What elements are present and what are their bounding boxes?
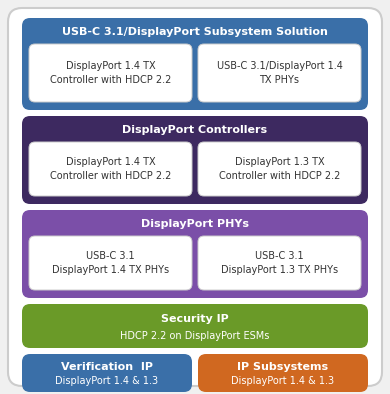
FancyBboxPatch shape: [29, 44, 192, 102]
Text: HDCP 2.2 on DisplayPort ESMs: HDCP 2.2 on DisplayPort ESMs: [120, 331, 270, 341]
Text: Security IP: Security IP: [161, 314, 229, 324]
FancyBboxPatch shape: [198, 142, 361, 196]
Text: DisplayPort 1.3 TX
Controller with HDCP 2.2: DisplayPort 1.3 TX Controller with HDCP …: [219, 157, 340, 181]
FancyBboxPatch shape: [22, 18, 368, 110]
FancyBboxPatch shape: [198, 236, 361, 290]
Text: Verification  IP: Verification IP: [61, 362, 153, 372]
FancyBboxPatch shape: [8, 8, 382, 386]
Text: IP Subsystems: IP Subsystems: [238, 362, 328, 372]
FancyBboxPatch shape: [22, 210, 368, 298]
FancyBboxPatch shape: [29, 236, 192, 290]
FancyBboxPatch shape: [22, 304, 368, 348]
FancyBboxPatch shape: [22, 116, 368, 204]
Text: DisplayPort 1.4 & 1.3: DisplayPort 1.4 & 1.3: [231, 376, 335, 387]
FancyBboxPatch shape: [198, 44, 361, 102]
Text: DisplayPort Controllers: DisplayPort Controllers: [122, 125, 268, 135]
FancyBboxPatch shape: [29, 142, 192, 196]
Text: USB-C 3.1
DisplayPort 1.4 TX PHYs: USB-C 3.1 DisplayPort 1.4 TX PHYs: [52, 251, 169, 275]
FancyBboxPatch shape: [22, 354, 192, 392]
Text: USB-C 3.1/DisplayPort Subsystem Solution: USB-C 3.1/DisplayPort Subsystem Solution: [62, 27, 328, 37]
Text: DisplayPort PHYs: DisplayPort PHYs: [141, 219, 249, 229]
FancyBboxPatch shape: [198, 354, 368, 392]
Text: USB-C 3.1
DisplayPort 1.3 TX PHYs: USB-C 3.1 DisplayPort 1.3 TX PHYs: [221, 251, 338, 275]
Text: USB-C 3.1/DisplayPort 1.4
TX PHYs: USB-C 3.1/DisplayPort 1.4 TX PHYs: [216, 61, 342, 85]
Text: DisplayPort 1.4 TX
Controller with HDCP 2.2: DisplayPort 1.4 TX Controller with HDCP …: [50, 157, 171, 181]
Text: DisplayPort 1.4 & 1.3: DisplayPort 1.4 & 1.3: [55, 376, 159, 387]
Text: DisplayPort 1.4 TX
Controller with HDCP 2.2: DisplayPort 1.4 TX Controller with HDCP …: [50, 61, 171, 85]
